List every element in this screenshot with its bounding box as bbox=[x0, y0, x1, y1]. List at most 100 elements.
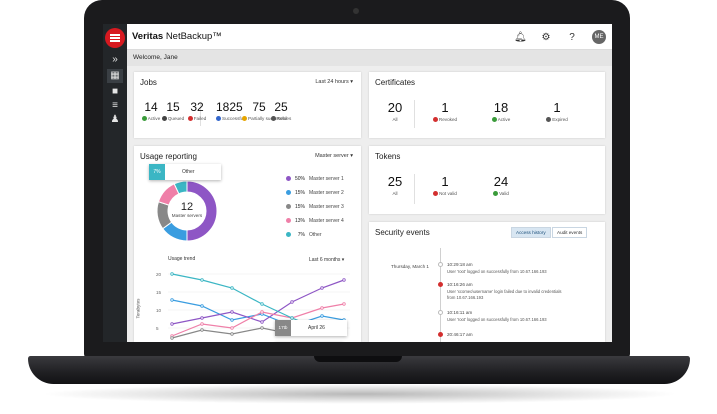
jobs-stat[interactable]: 1825 Successful bbox=[216, 100, 244, 121]
event-time: 20:46:17 am bbox=[447, 332, 473, 337]
timeline-line bbox=[440, 248, 441, 342]
gear-icon[interactable]: ⚙ bbox=[541, 31, 551, 43]
tab-access-history[interactable]: Access history bbox=[511, 227, 551, 238]
veritas-logo-icon[interactable] bbox=[105, 28, 125, 48]
jobs-stat-value: 75 bbox=[252, 100, 266, 114]
tokens-stat-label: Not valid bbox=[427, 191, 463, 196]
jobs-stat[interactable]: 32 Failed bbox=[184, 100, 210, 121]
legend-swatch bbox=[286, 190, 291, 195]
certificates-card: Certificates 20 All 1 Revoked 18 Active 1 Expir… bbox=[369, 72, 605, 138]
certificates-stat[interactable]: 1 Expired bbox=[539, 100, 575, 122]
tokens-stat[interactable]: 1 Not valid bbox=[427, 174, 463, 196]
jobs-stat-value: 1825 bbox=[216, 100, 243, 114]
legend-label: Other bbox=[309, 232, 322, 238]
tokens-stat[interactable]: 25 All bbox=[377, 174, 413, 196]
certificates-stat-value: 20 bbox=[387, 100, 403, 115]
user-icon[interactable]: ♟ bbox=[110, 114, 120, 125]
trend-point[interactable] bbox=[320, 286, 324, 290]
trend-point[interactable] bbox=[170, 336, 174, 340]
certificates-stat[interactable]: 1 Revoked bbox=[427, 100, 463, 122]
status-icon bbox=[433, 191, 439, 196]
jobs-stat[interactable]: 14 Active bbox=[138, 100, 164, 121]
trend-point[interactable] bbox=[260, 310, 264, 314]
trend-point[interactable] bbox=[290, 300, 294, 304]
trend-point[interactable] bbox=[260, 320, 264, 324]
trend-point[interactable] bbox=[260, 326, 264, 330]
bell-icon[interactable]: 🔔︎ bbox=[514, 31, 527, 43]
y-axis-label: Terabytes bbox=[135, 298, 141, 319]
jobs-stat[interactable]: 15 Queued bbox=[160, 100, 186, 121]
legend-label: Master server 4 bbox=[309, 218, 344, 224]
legend-label: Master server 3 bbox=[309, 204, 344, 210]
dashboard-icon[interactable]: ▦ bbox=[107, 69, 123, 83]
legend-item[interactable]: 50% Master server 1 bbox=[286, 176, 344, 182]
certificates-stat-value: 1 bbox=[553, 100, 561, 115]
divider bbox=[414, 100, 415, 128]
jobs-stat[interactable]: 25 Retries bbox=[268, 100, 294, 121]
jobs-stat-label: Queued bbox=[160, 116, 186, 121]
expand-nav-icon[interactable]: » bbox=[112, 54, 118, 65]
trend-point[interactable] bbox=[200, 322, 204, 326]
divider bbox=[414, 174, 415, 204]
y-tick-label: 10 bbox=[156, 308, 162, 313]
trend-point[interactable] bbox=[200, 278, 204, 282]
tokens-card: Tokens 25 All 1 Not valid 24 Valid bbox=[369, 146, 605, 214]
event-message[interactable]: User 'xcomeo\username' login failed due … bbox=[447, 289, 562, 300]
trend-point[interactable] bbox=[230, 332, 234, 336]
clock-icon bbox=[161, 116, 167, 121]
legend-item[interactable]: 15% Master server 2 bbox=[286, 190, 344, 196]
tokens-stat[interactable]: 24 Valid bbox=[483, 174, 519, 196]
status-icon bbox=[432, 117, 438, 122]
timeline-dot bbox=[438, 282, 443, 287]
status-icon bbox=[546, 117, 552, 122]
y-tick-label: 5 bbox=[156, 326, 159, 331]
hover-label: April 26 bbox=[308, 325, 325, 331]
certificates-title: Certificates bbox=[375, 78, 416, 87]
jobs-stat[interactable]: 75 Partially successful bbox=[242, 100, 287, 121]
event-time: 10:16:26 am bbox=[447, 282, 473, 287]
trend-point[interactable] bbox=[230, 286, 234, 290]
trend-point[interactable] bbox=[170, 272, 174, 276]
legend-item[interactable]: 15% Master server 3 bbox=[286, 204, 344, 210]
usage-filter-dropdown[interactable]: Master server ▾ bbox=[315, 153, 353, 159]
trend-point[interactable] bbox=[342, 278, 346, 282]
tokens-stat-value: 24 bbox=[493, 174, 509, 189]
storage-icon[interactable]: ≡ bbox=[112, 100, 118, 111]
trend-point[interactable] bbox=[230, 318, 234, 322]
help-icon[interactable]: ? bbox=[569, 31, 575, 43]
trend-point[interactable] bbox=[200, 316, 204, 320]
trend-point[interactable] bbox=[230, 310, 234, 314]
trend-point[interactable] bbox=[290, 316, 294, 320]
trend-point[interactable] bbox=[320, 314, 324, 318]
error-icon bbox=[187, 116, 193, 121]
trend-point[interactable] bbox=[260, 302, 264, 306]
trend-point[interactable] bbox=[320, 306, 324, 310]
legend-item[interactable]: 7% Other bbox=[286, 232, 322, 238]
jobs-stat-value: 15 bbox=[166, 100, 180, 114]
laptop-shadow bbox=[40, 384, 680, 404]
status-icon bbox=[491, 117, 497, 122]
event-message[interactable]: User 'root' logged on successfully from … bbox=[447, 269, 547, 274]
trend-range-dropdown[interactable]: Last 6 months ▾ bbox=[309, 257, 345, 263]
trend-point[interactable] bbox=[230, 326, 234, 330]
donut-slice[interactable] bbox=[173, 180, 188, 195]
trend-point[interactable] bbox=[170, 322, 174, 326]
jobs-range-dropdown[interactable]: Last 24 hours ▾ bbox=[315, 79, 353, 85]
legend-pct: 7% bbox=[297, 232, 305, 238]
briefcase-icon[interactable]: ■ bbox=[111, 86, 119, 97]
y-tick-label: 15 bbox=[156, 290, 162, 295]
tab-audit-events[interactable]: Audit events bbox=[552, 227, 588, 238]
trend-point[interactable] bbox=[200, 328, 204, 332]
certificates-stat[interactable]: 20 All bbox=[377, 100, 413, 122]
legend-item[interactable]: 13% Master server 4 bbox=[286, 218, 344, 224]
event-message[interactable]: User 'root' logged on successfully from … bbox=[447, 317, 547, 322]
trend-point[interactable] bbox=[200, 304, 204, 308]
running-icon bbox=[141, 116, 147, 121]
trend-point[interactable] bbox=[170, 298, 174, 302]
trend-hover-tooltip: 17tb April 26 bbox=[275, 320, 347, 336]
certificates-stat[interactable]: 18 Active bbox=[483, 100, 519, 122]
trend-point[interactable] bbox=[342, 302, 346, 306]
avatar[interactable]: ME bbox=[592, 30, 606, 44]
timeline-dot bbox=[438, 310, 443, 315]
certificates-stat-label: Revoked bbox=[427, 117, 463, 122]
